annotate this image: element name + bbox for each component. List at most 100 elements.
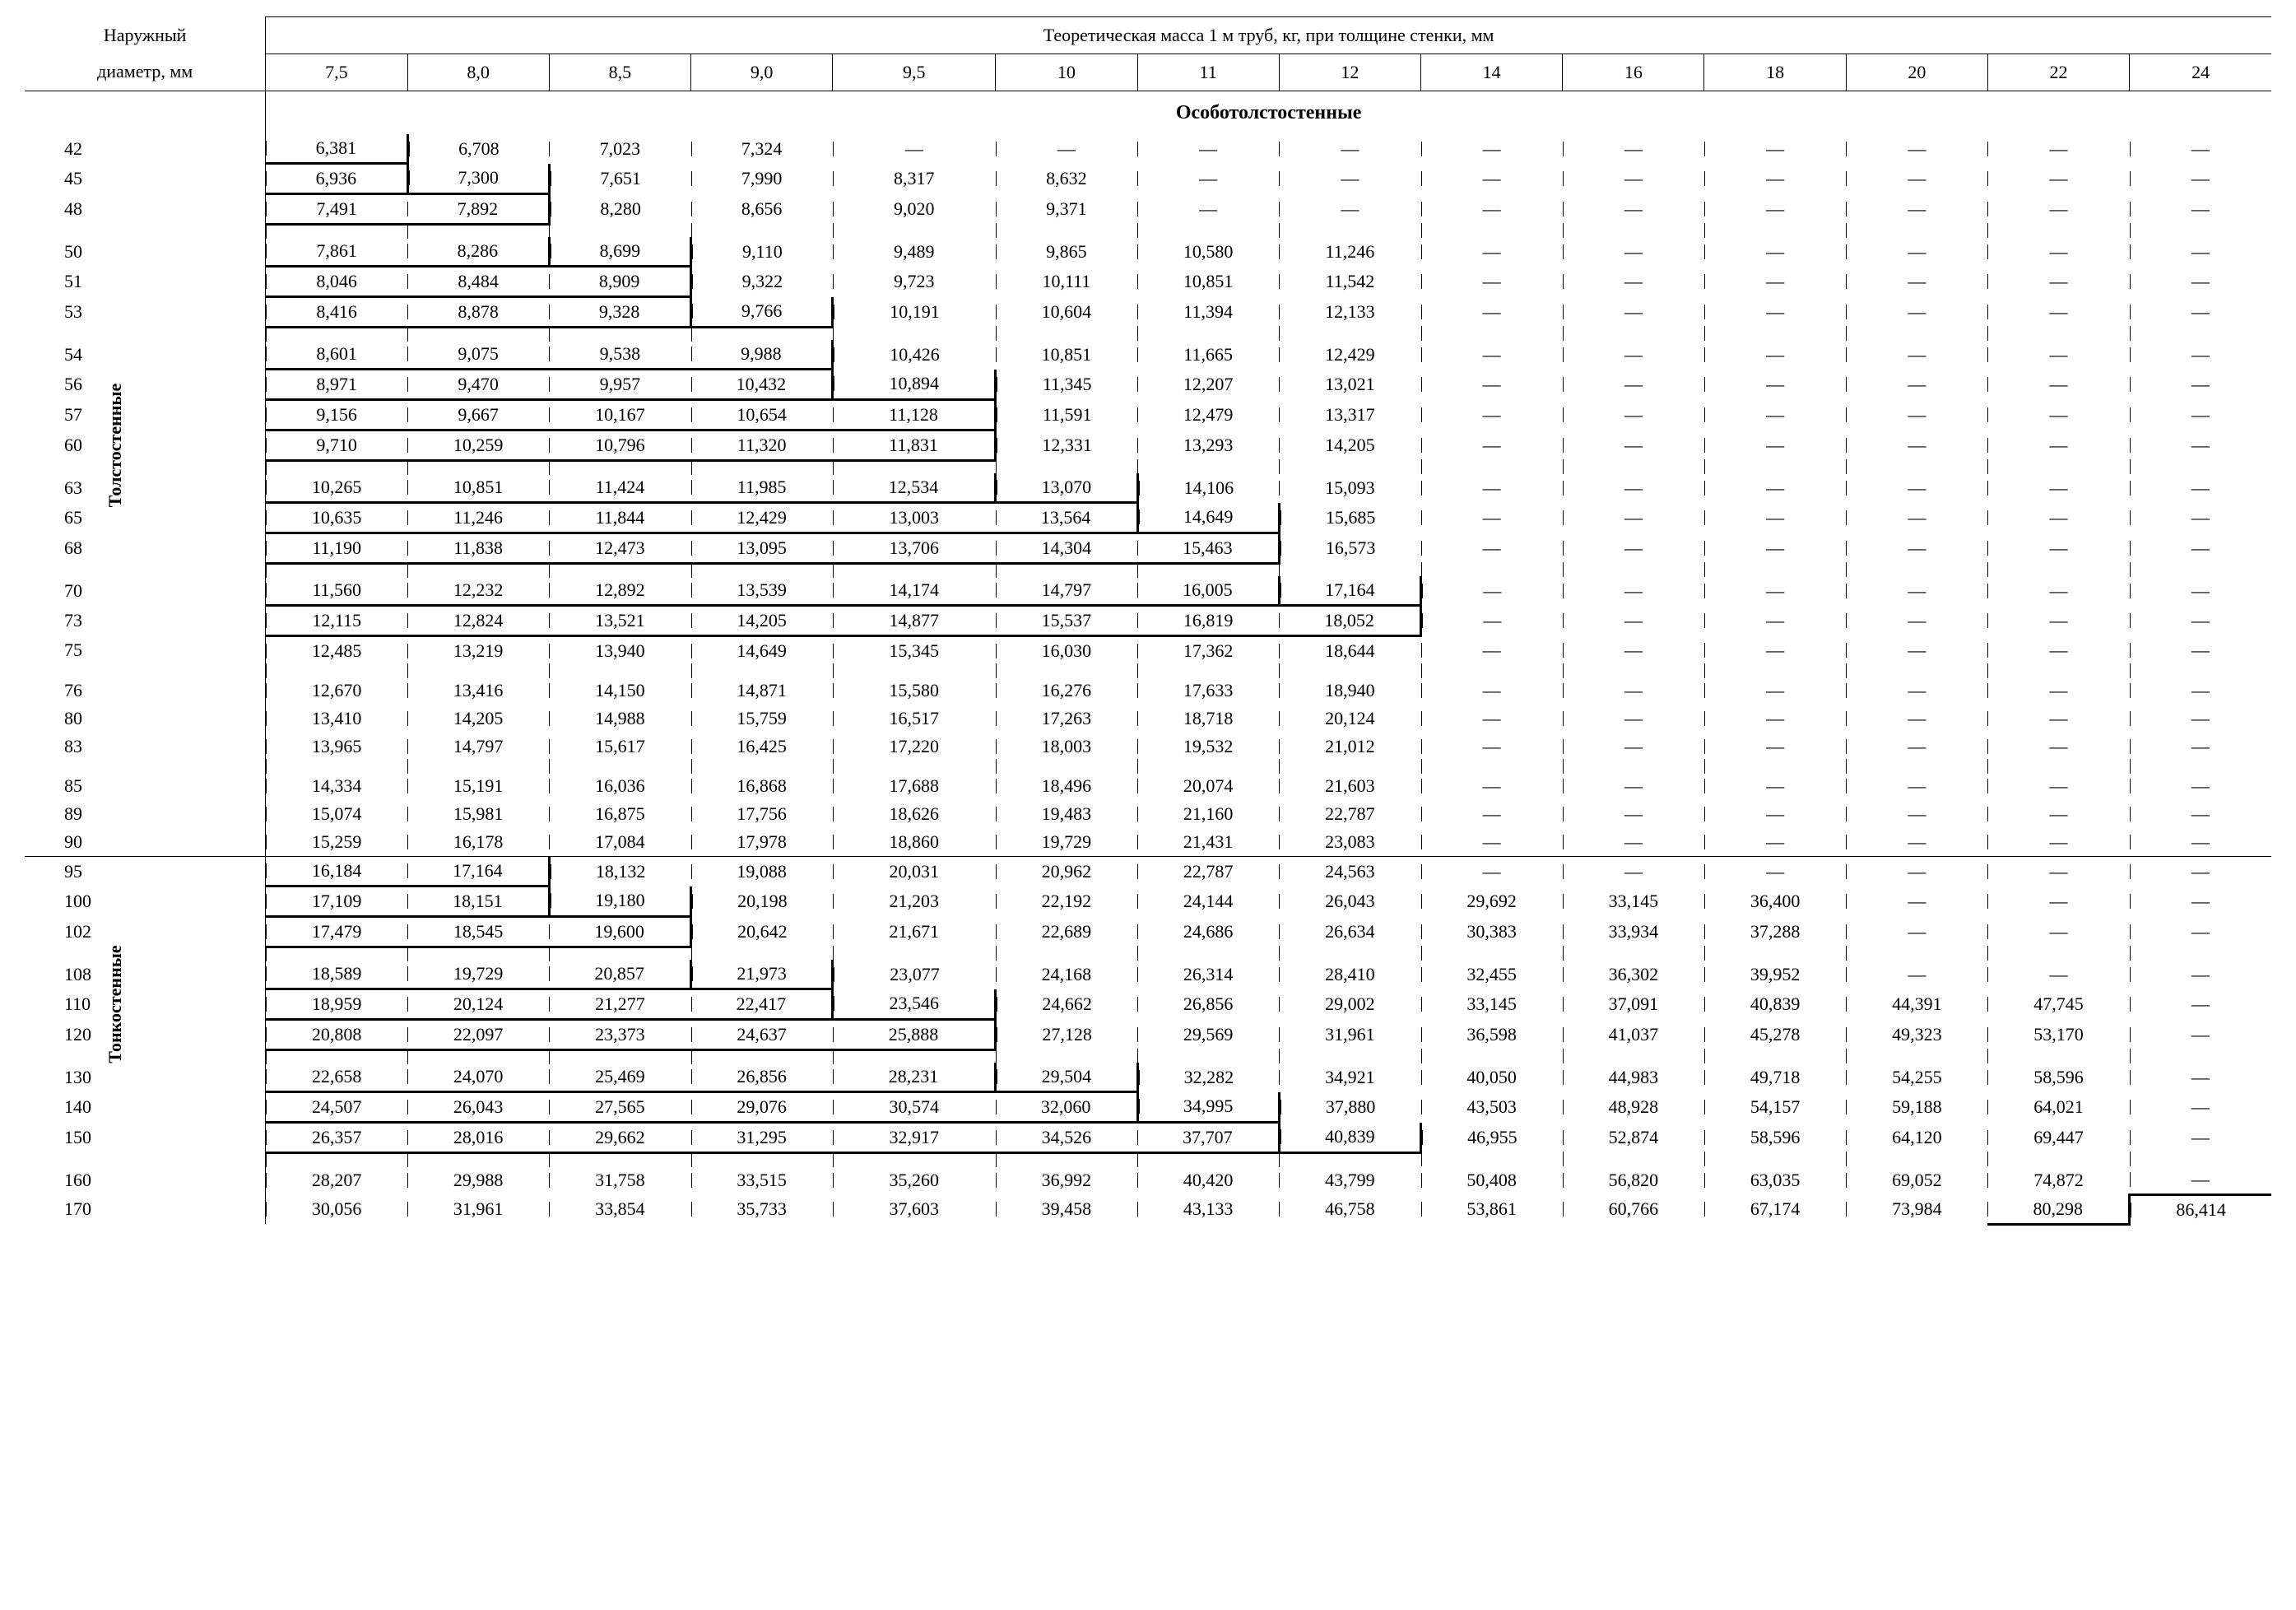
- mass-cell: 11,665: [1137, 340, 1279, 370]
- mass-cell: —: [1137, 164, 1279, 194]
- mass-cell: 17,084: [549, 828, 690, 857]
- mass-cell: —: [1704, 267, 1846, 297]
- mass-cell: 14,205: [691, 606, 833, 636]
- mass-cell: 10,635: [266, 503, 407, 533]
- mass-cell: 29,662: [549, 1123, 690, 1153]
- mass-cell: 50,408: [1421, 1166, 1563, 1195]
- mass-cell: 37,091: [1563, 989, 1704, 1020]
- mass-cell: 18,545: [407, 917, 549, 947]
- mass-cell: —: [1704, 857, 1846, 886]
- mass-cell: 26,357: [266, 1123, 407, 1153]
- mass-cell: —: [1704, 533, 1846, 564]
- mass-cell: 74,872: [1987, 1166, 2129, 1195]
- mass-cell: —: [2130, 886, 2271, 917]
- mass-cell: —: [2130, 705, 2271, 733]
- mass-cell: —: [2130, 733, 2271, 761]
- mass-cell: —: [1563, 267, 1704, 297]
- mass-cell: 16,819: [1137, 606, 1279, 636]
- mass-cell: —: [1704, 733, 1846, 761]
- mass-cell: 33,515: [691, 1166, 833, 1195]
- mass-cell: 21,203: [833, 886, 996, 917]
- mass-cell: —: [2130, 960, 2271, 989]
- mass-cell: 47,745: [1987, 989, 2129, 1020]
- mass-cell: —: [2130, 503, 2271, 533]
- mass-cell: 8,632: [996, 164, 1137, 194]
- mass-cell: —: [2130, 267, 2271, 297]
- mass-cell: 17,109: [266, 886, 407, 917]
- mass-cell: 11,985: [691, 473, 833, 503]
- mass-cell: 24,637: [691, 1020, 833, 1050]
- mass-cell: 29,076: [691, 1092, 833, 1123]
- mass-cell: 19,483: [996, 800, 1137, 828]
- mass-cell: 13,317: [1279, 400, 1420, 430]
- mass-cell: —: [1563, 677, 1704, 705]
- mass-cell: 18,718: [1137, 705, 1279, 733]
- outer-diameter-cell: 48: [25, 194, 266, 225]
- mass-cell: 12,133: [1279, 297, 1420, 328]
- mass-cell: 24,507: [266, 1092, 407, 1123]
- outer-diameter-cell: 102: [25, 917, 266, 947]
- mass-cell: —: [2130, 164, 2271, 194]
- table-row: 548,6019,0759,5389,98810,42610,85111,665…: [25, 340, 2271, 370]
- mass-cell: 14,106: [1137, 473, 1279, 503]
- mass-cell: —: [1846, 400, 1987, 430]
- mass-cell: 29,504: [996, 1063, 1137, 1092]
- mass-cell: 18,151: [407, 886, 549, 917]
- mass-cell: 8,046: [266, 267, 407, 297]
- mass-cell: —: [1704, 400, 1846, 430]
- mass-cell: —: [1421, 473, 1563, 503]
- mass-cell: 16,517: [833, 705, 996, 733]
- mass-cell: 26,314: [1137, 960, 1279, 989]
- mass-cell: —: [2130, 473, 2271, 503]
- mass-cell: —: [1987, 164, 2129, 194]
- mass-cell: —: [1704, 772, 1846, 800]
- mass-cell: 14,988: [549, 705, 690, 733]
- mass-cell: 18,959: [266, 989, 407, 1020]
- mass-cell: —: [1563, 705, 1704, 733]
- mass-cell: 54,157: [1704, 1092, 1846, 1123]
- mass-cell: 9,322: [691, 267, 833, 297]
- mass-cell: 18,052: [1279, 606, 1420, 636]
- mass-cell: 9,470: [407, 370, 549, 400]
- mass-cell: —: [1704, 606, 1846, 636]
- table-row: 538,4168,8789,3289,76610,19110,60411,394…: [25, 297, 2271, 328]
- mass-cell: 14,150: [549, 677, 690, 705]
- mass-cell: 11,838: [407, 533, 549, 564]
- mass-cell: 17,633: [1137, 677, 1279, 705]
- mass-cell: 21,603: [1279, 772, 1420, 800]
- outer-diameter-cell: 100: [25, 886, 266, 917]
- col-header-wall-6: 11: [1137, 54, 1279, 91]
- outer-diameter-cell: 140: [25, 1092, 266, 1123]
- mass-cell: 26,856: [691, 1063, 833, 1092]
- mass-cell: —: [1704, 705, 1846, 733]
- mass-cell: —: [1987, 828, 2129, 857]
- mass-cell: —: [1563, 857, 1704, 886]
- mass-cell: 24,144: [1137, 886, 1279, 917]
- mass-cell: 7,861: [266, 237, 407, 267]
- outer-diameter-cell: 57: [25, 400, 266, 430]
- mass-cell: —: [1987, 400, 2129, 430]
- mass-cell: 32,060: [996, 1092, 1137, 1123]
- mass-cell: 20,198: [691, 886, 833, 917]
- mass-cell: 49,323: [1846, 1020, 1987, 1050]
- mass-cell: 9,538: [549, 340, 690, 370]
- mass-cell: 19,600: [549, 917, 690, 947]
- table-row: 7011,56012,23212,89213,53914,17414,79716…: [25, 576, 2271, 606]
- mass-cell: 13,706: [833, 533, 996, 564]
- mass-cell: —: [2130, 772, 2271, 800]
- mass-cell: 40,420: [1137, 1166, 1279, 1195]
- mass-cell: —: [1421, 533, 1563, 564]
- outer-diameter-cell: 70: [25, 576, 266, 606]
- mass-cell: 11,320: [691, 430, 833, 461]
- mass-cell: —: [996, 134, 1137, 164]
- mass-cell: 16,184: [266, 857, 407, 886]
- mass-cell: —: [1704, 828, 1846, 857]
- mass-cell: 12,331: [996, 430, 1137, 461]
- mass-cell: —: [833, 134, 996, 164]
- outer-diameter-cell: 68: [25, 533, 266, 564]
- mass-cell: —: [1704, 297, 1846, 328]
- mass-cell: —: [2130, 340, 2271, 370]
- mass-cell: 9,988: [691, 340, 833, 370]
- mass-cell: 31,961: [1279, 1020, 1420, 1050]
- mass-cell: 9,156: [266, 400, 407, 430]
